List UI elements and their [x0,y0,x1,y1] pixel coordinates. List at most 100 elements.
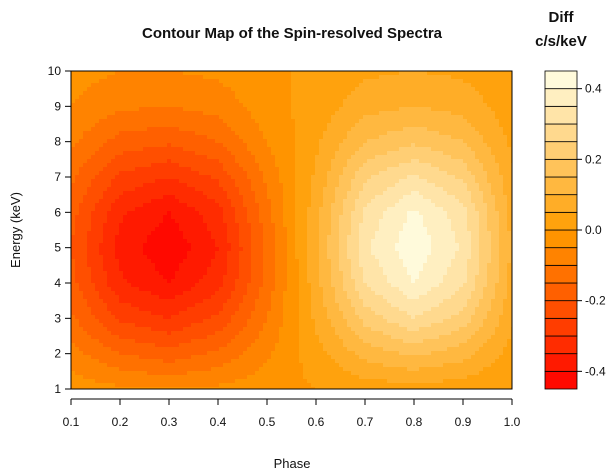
contour-cell [347,235,352,240]
contour-cell [175,183,180,188]
contour-cell [147,147,152,152]
contour-cell [351,111,356,116]
contour-cell [403,203,408,208]
contour-cell [87,163,92,168]
contour-cell [407,191,412,196]
contour-cell [299,239,304,244]
contour-cell [435,79,440,84]
contour-cell [255,119,260,124]
contour-cell [415,223,420,228]
contour-cell [467,159,472,164]
contour-cell [343,87,348,92]
contour-cell [443,87,448,92]
contour-cell [275,87,280,92]
contour-cell [243,207,248,212]
contour-cell [467,243,472,248]
contour-cell [147,171,152,176]
contour-cell [151,191,156,196]
contour-cell [191,159,196,164]
contour-cell [307,75,312,80]
contour-cell [343,179,348,184]
contour-cell [387,119,392,124]
contour-cell [495,243,500,248]
contour-cell [323,239,328,244]
contour-cell [251,207,256,212]
contour-cell [79,183,84,188]
contour-cell [427,155,432,160]
contour-cell [91,195,96,200]
contour-cell [107,227,112,232]
contour-cell [323,95,328,100]
contour-cell [403,187,408,192]
contour-cell [447,219,452,224]
contour-cell [411,147,416,152]
contour-cell [203,211,208,216]
contour-cell [311,123,316,128]
contour-cell [423,147,428,152]
contour-cell [171,155,176,160]
contour-cell [403,211,408,216]
contour-cell [71,127,76,132]
contour-cell [159,79,164,84]
contour-cell [423,207,428,212]
contour-cell [159,239,164,244]
contour-cell [331,195,336,200]
contour-cell [99,163,104,168]
contour-cell [167,147,172,152]
contour-cell [267,159,272,164]
contour-cell [239,79,244,84]
contour-cell [91,139,96,144]
contour-cell [139,247,144,252]
contour-cell [207,143,212,148]
contour-cell [239,83,244,88]
contour-cell [299,175,304,180]
contour-cell [127,195,132,200]
contour-cell [267,87,272,92]
contour-cell [339,171,344,176]
contour-cell [235,87,240,92]
contour-cell [259,143,264,148]
contour-cell [443,195,448,200]
contour-cell [123,119,128,124]
contour-cell [415,135,420,140]
contour-cell [275,199,280,204]
contour-cell [211,167,216,172]
contour-cell [227,95,232,100]
contour-cell [419,207,424,212]
contour-cell [107,147,112,152]
contour-cell [367,135,372,140]
contour-cell [103,143,108,148]
contour-cell [391,71,396,76]
contour-cell [95,231,100,236]
contour-cell [207,215,212,220]
contour-cell [207,235,212,240]
contour-cell [259,115,264,120]
contour-cell [167,127,172,132]
contour-cell [371,127,376,132]
contour-cell [475,239,480,244]
contour-cell [319,99,324,104]
contour-cell [147,99,152,104]
contour-cell [323,187,328,192]
contour-cell [263,111,268,116]
contour-cell [151,167,156,172]
contour-cell [179,75,184,80]
contour-cell [167,103,172,108]
contour-cell [507,203,512,208]
contour-cell [115,199,120,204]
contour-cell [75,111,80,116]
contour-cell [75,199,80,204]
contour-cell [143,175,148,180]
contour-cell [459,187,464,192]
contour-cell [227,231,232,236]
contour-cell [327,211,332,216]
contour-cell [87,123,92,128]
contour-cell [347,123,352,128]
contour-cell [479,115,484,120]
contour-cell [147,183,152,188]
contour-cell [223,147,228,152]
contour-cell [507,223,512,228]
contour-cell [447,175,452,180]
contour-cell [175,211,180,216]
contour-cell [443,119,448,124]
